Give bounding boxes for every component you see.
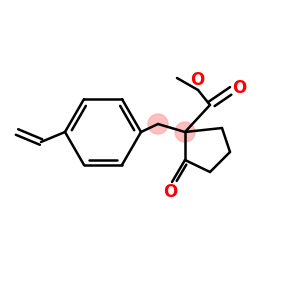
Circle shape [175,122,195,142]
Text: O: O [190,71,204,89]
Circle shape [148,114,168,134]
Text: O: O [163,183,177,201]
Text: O: O [232,79,246,97]
